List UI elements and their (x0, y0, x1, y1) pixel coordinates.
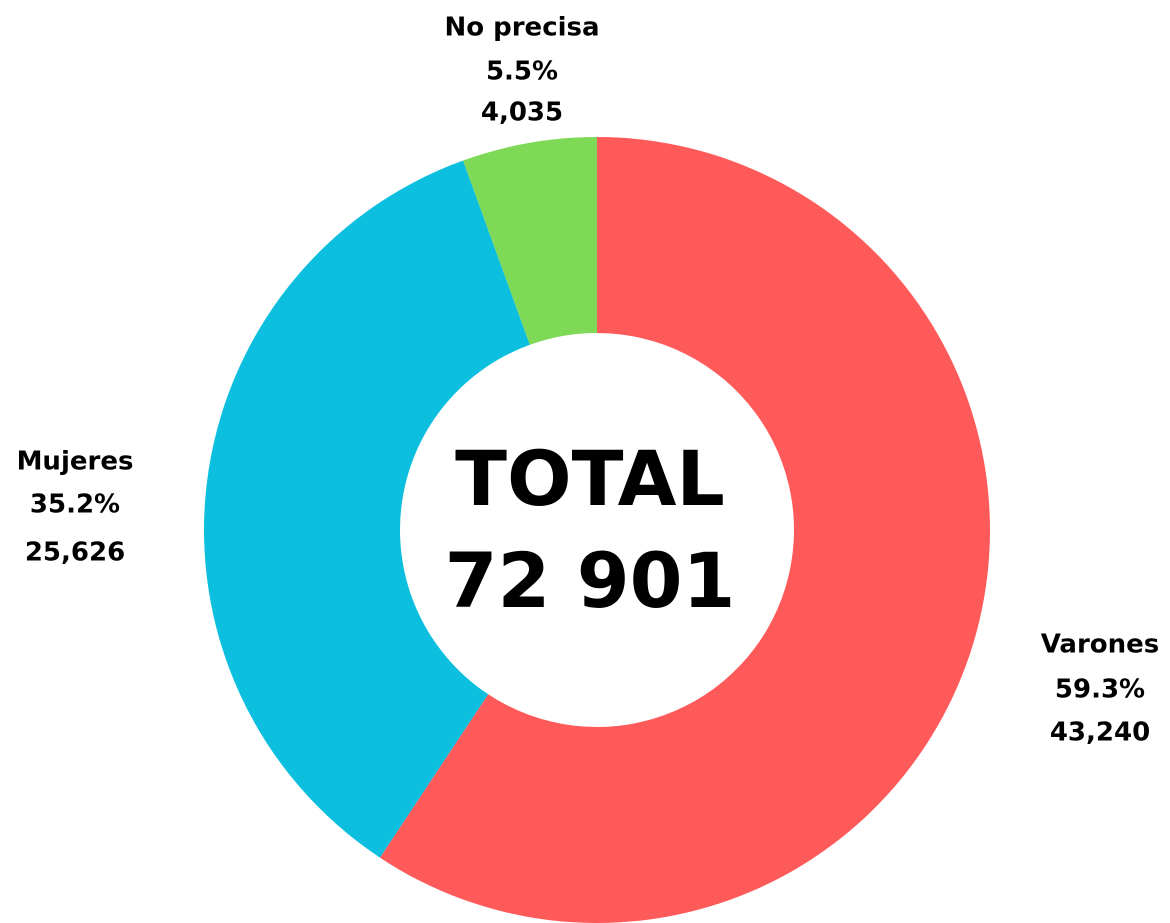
slice-value: 25,626 (25, 538, 125, 568)
slice (463, 137, 597, 345)
slice-percent: 5.5% (486, 57, 558, 87)
slices (203, 137, 990, 923)
slice-value: 4,035 (481, 98, 563, 128)
slice-value: 43,240 (1050, 718, 1150, 748)
slice-name: Mujeres (17, 447, 134, 477)
slice-name: No precisa (444, 13, 599, 43)
slice (379, 137, 990, 923)
slice-percent: 35.2% (30, 490, 120, 520)
slice-percent: 59.3% (1055, 675, 1145, 705)
slice-name: Varones (1041, 630, 1160, 660)
center-total: 72 901 (445, 536, 736, 625)
slice (203, 160, 530, 858)
center-title: TOTAL (455, 434, 725, 523)
